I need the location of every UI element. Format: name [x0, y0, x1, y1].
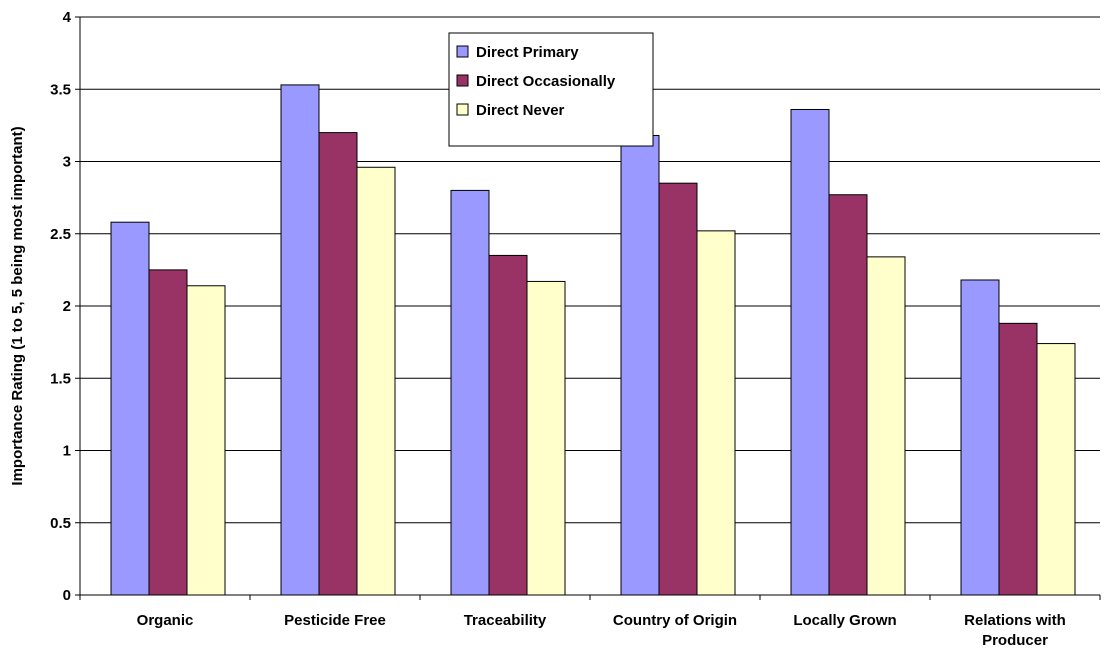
bar-direct-primary — [620, 134, 660, 596]
bar-direct-occasionally — [488, 254, 528, 596]
legend-box — [448, 32, 654, 147]
bar-direct-occasionally — [318, 132, 358, 596]
bar-direct-primary — [280, 84, 320, 596]
y-tick-label: 3 — [63, 154, 71, 171]
legend-swatch — [456, 45, 469, 58]
bar-direct-primary — [960, 279, 1000, 596]
bar-direct-never — [1036, 343, 1076, 596]
legend-swatch — [456, 103, 469, 116]
bar-direct-never — [696, 230, 736, 596]
legend-label: Direct Occasionally — [476, 73, 616, 90]
x-tick-labels: Organic Pesticide Free Traceability Country… — [137, 612, 1066, 649]
bar-direct-primary — [450, 189, 490, 596]
bar-direct-occasionally — [828, 194, 868, 596]
bar-direct-occasionally — [148, 269, 188, 596]
legend-label: Direct Never — [476, 102, 565, 119]
axes — [75, 16, 1101, 600]
y-axis-label: Importance Rating (1 to 5, 5 being most … — [9, 126, 26, 485]
y-tick-label: 2.5 — [50, 226, 71, 243]
y-tick-label: 0 — [63, 587, 71, 604]
y-tick-label: 1.5 — [50, 370, 71, 387]
x-tick-label: Pesticide Free — [284, 612, 386, 629]
bar-direct-primary — [790, 108, 830, 596]
bar-direct-never — [186, 285, 226, 596]
y-tick-label: 4 — [63, 9, 72, 26]
x-tick-label: Relations with Producer — [964, 612, 1066, 649]
bar-direct-never — [866, 256, 906, 596]
bar-direct-never — [526, 280, 566, 596]
legend-label: Direct Primary — [476, 44, 579, 61]
x-tick-label: Organic — [137, 612, 194, 629]
bar-direct-occasionally — [658, 182, 698, 596]
y-tick-labels: 0 0.5 1 1.5 2 2.5 3 3.5 4 — [50, 9, 72, 604]
bar-direct-never — [356, 166, 396, 596]
bar-direct-primary — [110, 221, 150, 596]
bar-direct-occasionally — [998, 322, 1038, 596]
y-tick-label: 1 — [63, 443, 71, 460]
x-tick-label: Locally Grown — [793, 612, 896, 629]
y-tick-label: 3.5 — [50, 81, 71, 98]
x-tick-label: Country of Origin — [613, 612, 737, 629]
legend: Direct Primary Direct Occasionally Direct … — [448, 32, 654, 147]
gridlines — [80, 16, 1100, 524]
bars — [110, 84, 1076, 596]
y-tick-label: 0.5 — [50, 515, 71, 532]
y-tick-label: 2 — [63, 298, 71, 315]
x-tick-label: Traceability — [464, 612, 547, 629]
legend-swatch — [456, 74, 469, 87]
